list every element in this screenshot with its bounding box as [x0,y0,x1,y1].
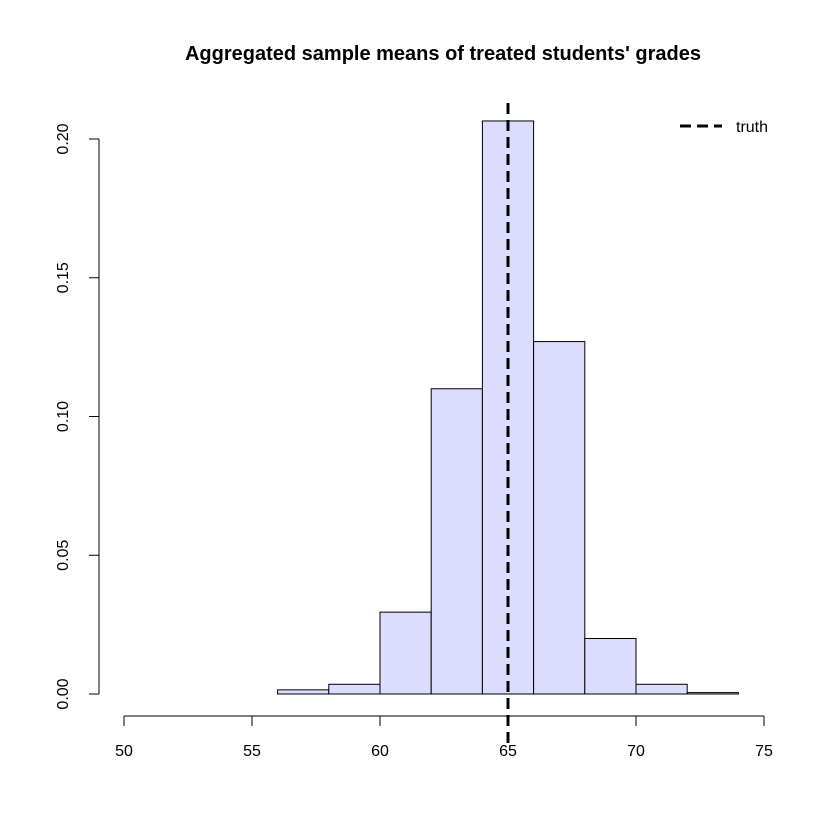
legend-label-truth: truth [736,119,768,136]
y-tick-label: 0.20 [55,123,72,154]
histogram-bar-72-74 [686,692,739,695]
histogram-bar-68-70 [584,638,637,695]
y-tick-label: 0.10 [55,401,72,432]
legend: truth [680,119,768,136]
y-tick-label: 0.05 [55,540,72,571]
y-axis: 0.00 0.05 0.10 0.15 0.20 [55,123,100,710]
x-tick-label: 75 [755,743,773,760]
y-tick-label: 0.00 [55,678,72,709]
x-axis: 50 55 60 65 70 75 [115,715,773,760]
x-tick-label: 50 [115,743,133,760]
histogram-bar-62-64 [430,388,483,695]
chart-title: Aggregated sample means of treated stude… [185,43,701,65]
x-tick-label: 55 [243,743,261,760]
histogram-bar-58-60 [328,683,381,695]
y-tick-label: 0.15 [55,262,72,293]
histogram-bar-66-68 [533,341,586,695]
x-tick-label: 65 [499,743,517,760]
histogram-bar-60-62 [379,611,432,695]
histogram-bar-70-72 [635,683,688,695]
x-tick-label: 60 [371,743,389,760]
x-tick-label: 70 [627,743,645,760]
histogram-bar-56-58 [277,689,330,695]
